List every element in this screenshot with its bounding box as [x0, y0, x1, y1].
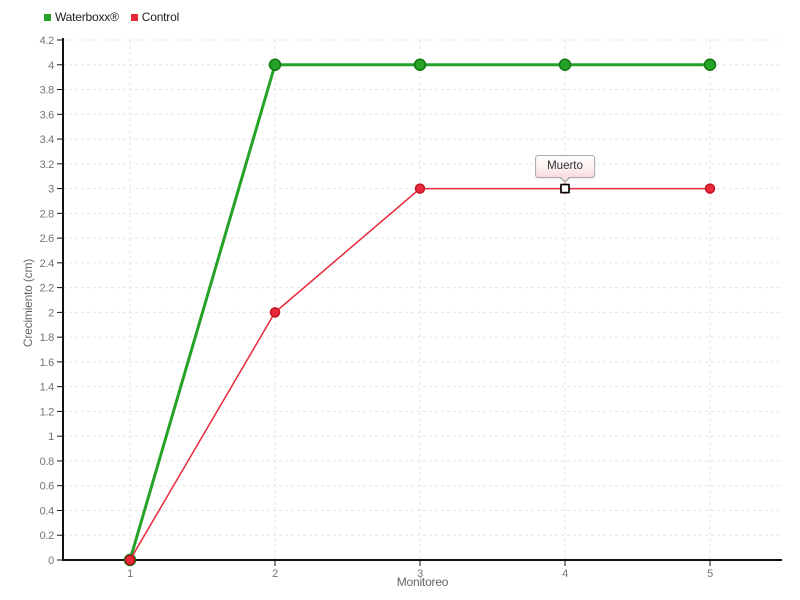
y-tick-label: 4: [48, 60, 54, 72]
y-tick-label: 3.6: [40, 109, 55, 121]
legend-swatch-icon: [44, 13, 51, 21]
y-tick-label: 1.6: [40, 357, 55, 369]
y-tick-label: 2.8: [40, 208, 55, 220]
legend-swatch-icon: [130, 13, 138, 21]
y-tick-label: 2: [48, 307, 54, 319]
x-axis-title: Monitoreo: [396, 575, 449, 589]
legend-item-waterboxx[interactable]: Waterboxx®: [44, 10, 119, 24]
x-tick-label: 4: [562, 568, 568, 580]
y-tick-label: 0.4: [40, 505, 55, 517]
y-tick-label: 2.6: [40, 233, 55, 245]
data-point[interactable]: [269, 307, 281, 318]
y-tick-label: 3: [48, 184, 54, 196]
x-tick-label: 2: [272, 568, 278, 580]
y-tick-label: 0.6: [40, 481, 55, 493]
data-point[interactable]: [413, 58, 427, 72]
y-tick-label: 0: [48, 555, 54, 567]
data-point[interactable]: [268, 58, 282, 72]
y-tick-label: 3.4: [40, 134, 55, 146]
data-point[interactable]: [414, 183, 426, 194]
y-tick-label: 4.2: [40, 35, 55, 47]
annotation-tooltip: Muerto: [535, 154, 595, 183]
y-tick-label: 0.8: [40, 456, 55, 468]
y-tick-label: 1.2: [40, 406, 55, 418]
y-tick-label: 2.2: [40, 283, 55, 295]
legend-item-control[interactable]: Control: [130, 10, 180, 24]
data-point[interactable]: [704, 183, 716, 194]
legend: Waterboxx® Control: [44, 10, 179, 24]
x-tick-label: 5: [707, 568, 713, 580]
y-tick-label: 3.2: [40, 159, 55, 171]
y-tick-label: 0.2: [40, 530, 55, 542]
muerto-marker-icon[interactable]: [560, 183, 570, 194]
x-tick-label: 3: [417, 568, 423, 580]
y-axis-title: Crecimiento (cm): [21, 258, 35, 348]
legend-label: Waterboxx®: [55, 10, 119, 24]
data-point[interactable]: [558, 58, 572, 72]
annotation-text: Muerto: [547, 159, 583, 172]
y-tick-label: 1: [48, 431, 54, 443]
y-tick-label: 2.4: [40, 258, 55, 270]
y-tick-label: 3.8: [40, 85, 55, 97]
y-tick-label: 1.4: [40, 382, 55, 394]
data-point[interactable]: [703, 58, 717, 72]
y-tick-label: 1.8: [40, 332, 55, 344]
data-point[interactable]: [124, 554, 136, 566]
legend-label: Control: [141, 10, 180, 24]
x-tick-label: 1: [127, 568, 133, 580]
